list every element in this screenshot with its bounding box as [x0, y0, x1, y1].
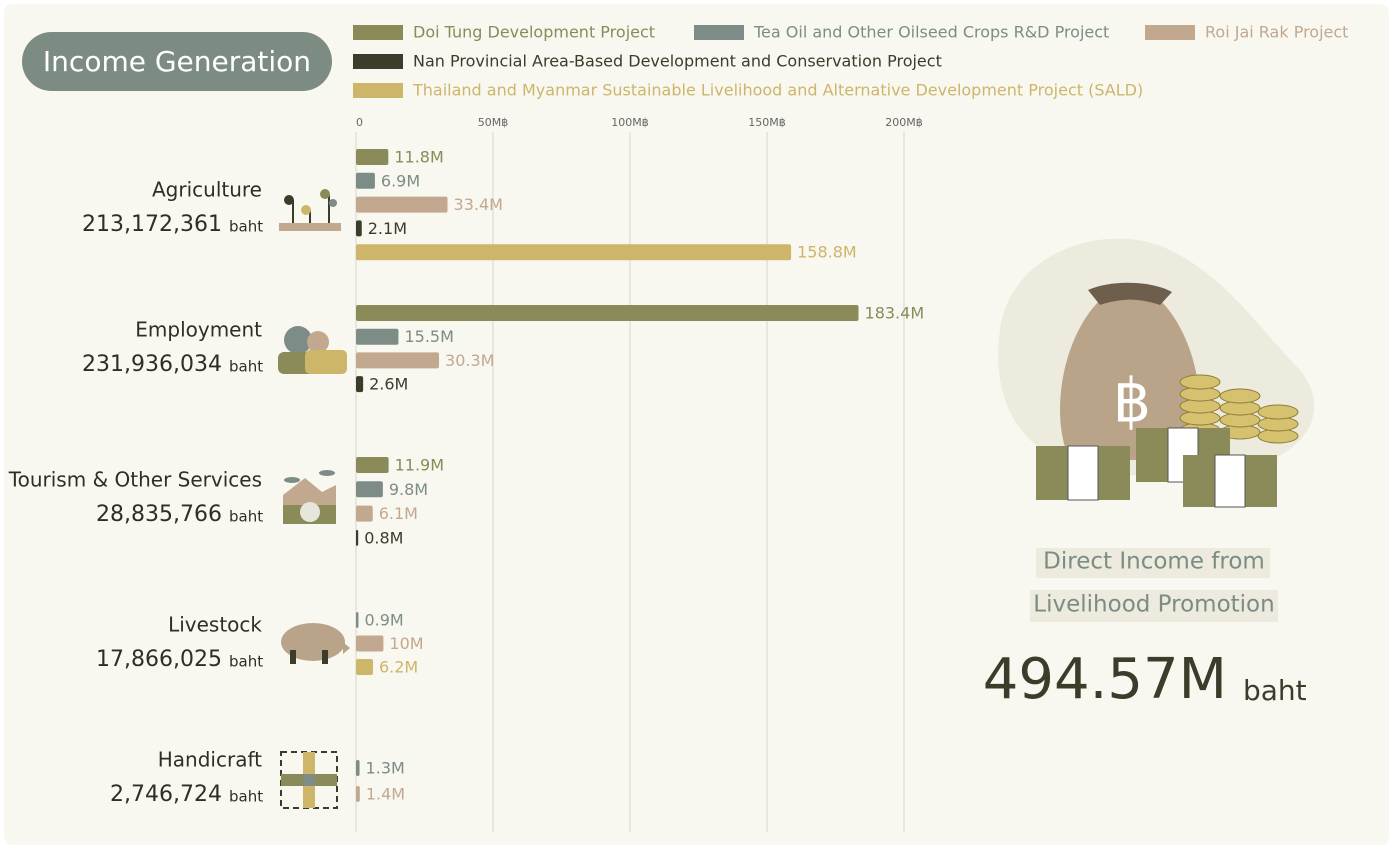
value-label: 183.4M [865, 304, 925, 323]
value-label: 0.9M [364, 611, 403, 630]
value-label: 2.6M [369, 375, 408, 394]
legend-label: Roi Jai Rak Project [1205, 23, 1348, 42]
bar [356, 612, 359, 628]
value-label: 1.4M [366, 785, 405, 804]
title-pill [22, 32, 332, 91]
bar [356, 457, 389, 473]
bar [356, 305, 859, 321]
legend-swatch [353, 25, 403, 40]
category-unit: baht [229, 218, 263, 236]
category-unit: baht [229, 788, 263, 806]
summary-label: Direct Income from [1043, 549, 1265, 575]
summary-highlight [1036, 548, 1270, 578]
legend-label: Nan Provincial Area-Based Development an… [413, 52, 942, 71]
bar [356, 481, 383, 498]
background [4, 4, 1389, 845]
category-total: 213,172,361 [82, 212, 222, 237]
category-total: 17,866,025 [96, 647, 222, 672]
value-label: 0.8M [364, 528, 403, 547]
bar [356, 659, 373, 675]
legend-swatch [694, 25, 744, 40]
value-label: 10M [389, 634, 423, 653]
bar [356, 244, 792, 261]
legend-swatch [353, 54, 403, 69]
bar [356, 786, 360, 802]
summary-label: Livelihood Promotion [1033, 592, 1274, 618]
category-unit: baht [229, 653, 263, 671]
category-label: Livestock [168, 613, 262, 637]
chart-title: Income Generation [43, 45, 311, 78]
summary-value: 494.57M [983, 647, 1227, 712]
value-label: 158.8M [797, 243, 857, 262]
bar [356, 220, 362, 237]
bar [356, 328, 399, 345]
value-label: 15.5M [404, 327, 453, 346]
value-label: 33.4M [454, 195, 503, 214]
x-tick-label: 100M฿ [611, 116, 649, 129]
x-tick-label: 200M฿ [885, 116, 923, 129]
bar [356, 376, 364, 393]
summary-unit: baht [1243, 674, 1307, 707]
category-label: Tourism & Other Services [8, 468, 262, 492]
legend-label: Doi Tung Development Project [413, 23, 655, 42]
bar [356, 529, 359, 546]
category-label: Agriculture [152, 178, 262, 202]
bar [356, 172, 375, 189]
bar [356, 505, 373, 522]
value-label: 30.3M [445, 351, 494, 370]
bar [356, 635, 384, 652]
x-tick-label: 50M฿ [478, 116, 509, 129]
bar [356, 760, 360, 776]
category-total: 231,936,034 [82, 352, 222, 377]
category-unit: baht [229, 358, 263, 376]
value-label: 11.9M [395, 456, 444, 475]
value-label: 11.8M [394, 148, 443, 167]
value-label: 1.3M [366, 759, 405, 778]
legend-swatch [353, 83, 403, 98]
summary-highlight [1030, 590, 1278, 622]
x-tick-label: 0 [356, 116, 363, 129]
value-label: 6.9M [381, 171, 420, 190]
legend-label: Thailand and Myanmar Sustainable Livelih… [412, 81, 1143, 100]
category-unit: baht [229, 508, 263, 526]
svg-text:฿: ฿ [1113, 367, 1151, 437]
x-tick-label: 150M฿ [748, 116, 786, 129]
money-illustration: ฿ [998, 238, 1315, 508]
legend-label: Tea Oil and Other Oilseed Crops R&D Proj… [753, 23, 1109, 42]
category-icons [278, 189, 350, 809]
value-label: 6.1M [379, 504, 418, 523]
bar [356, 149, 389, 165]
category-label: Employment [135, 318, 262, 342]
bar [356, 196, 448, 213]
legend-swatch [1145, 25, 1195, 40]
value-label: 9.8M [389, 480, 428, 499]
value-label: 6.2M [379, 658, 418, 677]
value-label: 2.1M [368, 219, 407, 238]
category-total: 28,835,766 [96, 502, 222, 527]
category-label: Handicraft [158, 748, 262, 772]
category-total: 2,746,724 [110, 782, 222, 807]
bar [356, 352, 440, 369]
